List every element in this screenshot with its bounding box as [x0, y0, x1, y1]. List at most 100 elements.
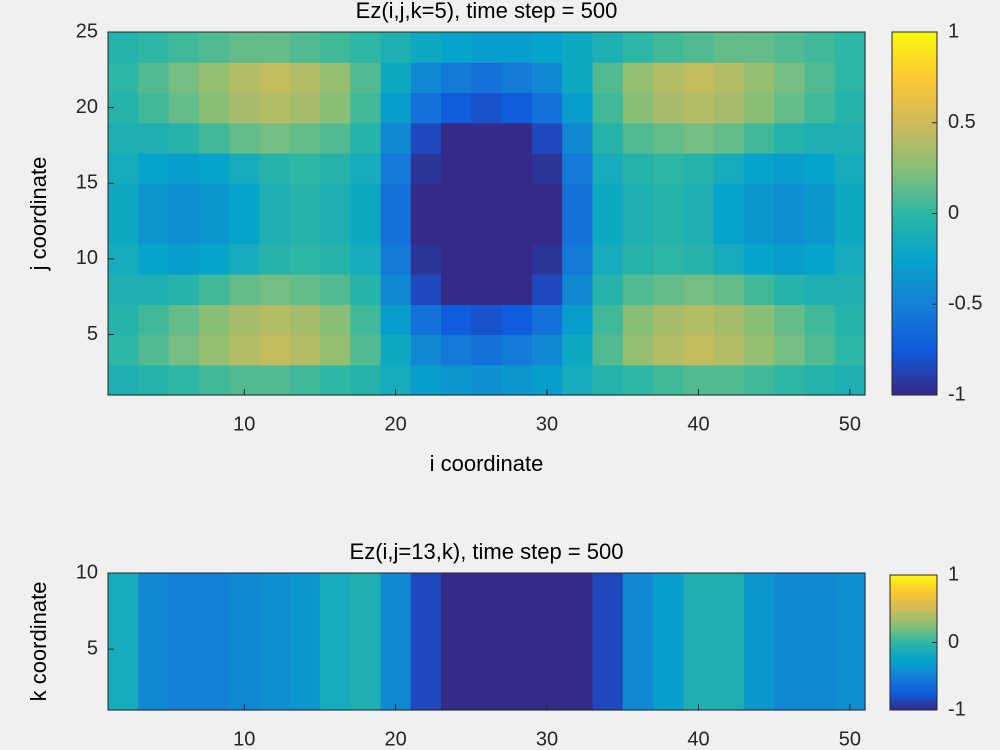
heatmap-cell [380, 122, 412, 154]
heatmap-cell [350, 32, 382, 63]
heatmap-cell [501, 92, 533, 124]
heatmap-cell [229, 183, 260, 215]
heatmap-cell [501, 32, 533, 63]
heatmap-cell [168, 183, 200, 215]
heatmap-cell [531, 213, 563, 245]
heatmap-cell [834, 183, 866, 215]
heatmap-cell [804, 62, 836, 94]
heatmap-cell [653, 304, 684, 336]
heatmap-cell [410, 304, 442, 336]
y-tick-label: 5 [87, 637, 98, 659]
heatmap-cell [562, 274, 594, 305]
heatmap-cell [259, 364, 291, 396]
heatmap-cell [229, 243, 260, 275]
axes-box [107, 572, 866, 711]
heatmap-cell [501, 334, 533, 366]
heatmap-cell [683, 573, 715, 711]
heatmap-cell [138, 122, 170, 154]
heatmap-cell [471, 274, 503, 305]
heatmap-cell [441, 32, 472, 63]
heatmap-cell [259, 213, 291, 245]
heatmap-cell [168, 573, 200, 711]
heatmap-cell [410, 32, 442, 63]
heatmap-cell [713, 573, 745, 711]
heatmap-cell [168, 364, 200, 396]
heatmap-cell [168, 213, 200, 245]
heatmap-cell [653, 573, 684, 711]
heatmap-cell [653, 92, 684, 124]
heatmap-cell [198, 213, 230, 245]
heatmap-cell [653, 243, 684, 275]
heatmap-cell [804, 243, 836, 275]
heatmap-cell [229, 274, 260, 305]
heatmap-cell [834, 153, 866, 184]
heatmap-cell [108, 183, 139, 215]
heatmap-cell [774, 183, 806, 215]
heatmap-cell [198, 364, 230, 396]
y-axis-label: k coordinate [26, 582, 51, 702]
heatmap-cell [229, 92, 260, 124]
heatmap-cell [319, 32, 351, 63]
heatmap-cell [774, 364, 806, 396]
heatmap-cell [441, 62, 472, 94]
heatmap-cell [804, 304, 836, 336]
heatmap-cell [410, 334, 442, 366]
heatmap-cell [229, 304, 260, 336]
heatmap-cell [229, 334, 260, 366]
heatmap-cell [653, 364, 684, 396]
heatmap-cell [410, 213, 442, 245]
heatmap-cell [198, 153, 230, 184]
heatmap-cell [229, 122, 260, 154]
heatmap-cell [229, 153, 260, 184]
heatmap-cell [259, 334, 291, 366]
heatmap-cell [441, 92, 472, 124]
heatmap-cell [441, 153, 472, 184]
heatmap-cell [229, 62, 260, 94]
colorbar-tick-label: 1 [948, 563, 959, 585]
heatmap-cell [289, 183, 321, 215]
heatmap-cell [441, 334, 472, 366]
heatmap-cell [319, 364, 351, 396]
chart-title: Ez(i,j,k=5), time step = 500 [356, 0, 618, 23]
heatmap-cell [259, 62, 291, 94]
heatmap-cell [804, 183, 836, 215]
heatmap-cell [198, 122, 230, 154]
heatmap-cell [410, 92, 442, 124]
heatmap-cell [380, 62, 412, 94]
heatmap-cell [531, 153, 563, 184]
heatmap-cell [289, 573, 321, 711]
heatmap-cell [289, 274, 321, 305]
heatmap-cell [319, 92, 351, 124]
heatmap-cell [471, 334, 503, 366]
heatmap-cell [743, 304, 775, 336]
heatmap-cell [198, 62, 230, 94]
heatmap-cell [592, 183, 624, 215]
heatmap-cell [622, 183, 654, 215]
heatmap-cell [592, 92, 624, 124]
heatmap-cell [562, 153, 594, 184]
heatmap-cell [138, 304, 170, 336]
heatmap-cell [108, 153, 139, 184]
heatmap-cell [501, 304, 533, 336]
heatmap-cell [531, 183, 563, 215]
heatmap-cell [713, 334, 745, 366]
colorbar [889, 574, 938, 711]
y-tick-label: 15 [76, 172, 98, 194]
heatmap-cell [562, 122, 594, 154]
heatmap-cell [683, 122, 715, 154]
heatmap-cell [622, 573, 654, 711]
heatmap-cell [229, 213, 260, 245]
heatmap-cell [531, 243, 563, 275]
heatmap-cell [834, 334, 866, 366]
heatmap-cell [592, 334, 624, 366]
heatmap-cell [683, 243, 715, 275]
heatmap-cell [774, 32, 806, 63]
heatmap-cell [350, 122, 382, 154]
heatmap-cell [774, 62, 806, 94]
heatmap-cell [834, 274, 866, 305]
heatmap-cell [774, 304, 806, 336]
heatmap-cell [743, 62, 775, 94]
heatmap-cell [138, 364, 170, 396]
x-tick-label: 40 [687, 413, 709, 435]
heatmap-cell [471, 213, 503, 245]
